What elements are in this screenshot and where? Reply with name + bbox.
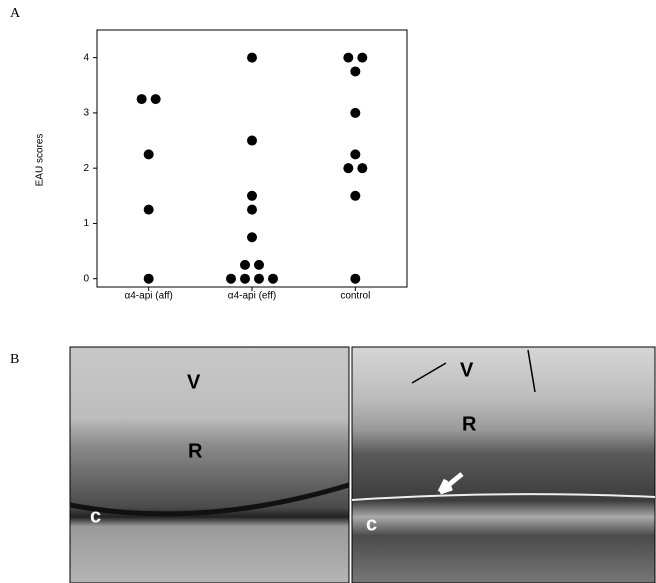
- dot: [357, 53, 367, 63]
- dot: [254, 274, 264, 284]
- dot: [343, 53, 353, 63]
- dot: [151, 94, 161, 104]
- y-tick-label: 1: [83, 218, 89, 229]
- y-tick-label: 0: [83, 273, 89, 284]
- dot: [350, 191, 360, 201]
- y-tick-label: 2: [83, 163, 89, 174]
- dot: [350, 108, 360, 118]
- y-tick-label: 4: [83, 52, 89, 63]
- y-tick-label: 3: [83, 108, 89, 119]
- plot-frame: [97, 30, 407, 287]
- dot: [144, 149, 154, 159]
- dot: [247, 53, 257, 63]
- panel-label: B: [10, 352, 19, 367]
- dot: [268, 274, 278, 284]
- dot: [350, 274, 360, 284]
- dot: [137, 94, 147, 104]
- dot: [343, 163, 353, 173]
- dot: [357, 163, 367, 173]
- dot: [350, 66, 360, 76]
- dot: [240, 274, 250, 284]
- image-label: V: [187, 371, 201, 393]
- image-label: c: [366, 513, 377, 535]
- dot: [350, 149, 360, 159]
- panel-label: A: [10, 6, 21, 21]
- image-label: R: [188, 440, 203, 462]
- x-tick-label: α4-api (eff): [228, 291, 276, 302]
- image-label: R: [462, 413, 477, 435]
- image-label: c: [90, 505, 101, 527]
- dot: [247, 136, 257, 146]
- dot: [240, 260, 250, 270]
- dot: [247, 205, 257, 215]
- dot: [247, 191, 257, 201]
- x-tick-label: α4-api (aff): [124, 291, 172, 302]
- page: {"chart_data":{"type":"dotplot","y_label…: [0, 0, 656, 583]
- dot: [254, 260, 264, 270]
- dot: [144, 205, 154, 215]
- dot: [247, 232, 257, 242]
- histology-image: [70, 347, 349, 583]
- dot: [226, 274, 236, 284]
- image-label: V: [460, 359, 474, 381]
- y-axis-label: EAU scores: [35, 134, 46, 187]
- figure: A B EAU scores V R c V R c 0 1 2 3 4 α4-api (…: [0, 0, 656, 583]
- histology-image: [352, 347, 655, 583]
- dot: [144, 274, 154, 284]
- x-tick-label: control: [340, 291, 370, 302]
